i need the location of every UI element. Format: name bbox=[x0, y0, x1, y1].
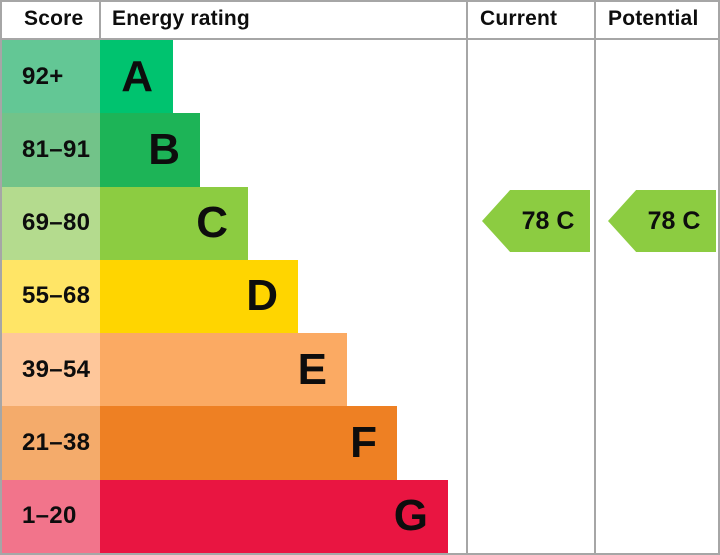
rating-bar-f: F bbox=[100, 406, 397, 480]
rating-bar-c: C bbox=[100, 186, 248, 260]
band-row-d: 55–68 D bbox=[2, 259, 718, 334]
score-range-g: 1–20 bbox=[2, 479, 100, 553]
rating-bands: 92+ A 81–91 B 69–80 C 55–68 D 39–54 E 21… bbox=[2, 40, 718, 553]
band-row-g: 1–20 G bbox=[2, 479, 718, 553]
column-header-score: Score bbox=[24, 7, 84, 30]
band-row-b: 81–91 B bbox=[2, 113, 718, 187]
rating-bar-b: B bbox=[100, 113, 200, 187]
band-row-e: 39–54 E bbox=[2, 333, 718, 407]
column-header-current: Current bbox=[480, 7, 558, 30]
rating-bar-e: E bbox=[100, 333, 347, 407]
divider-current-potential bbox=[594, 2, 596, 553]
band-row-c: 69–80 C bbox=[2, 186, 718, 260]
score-range-c: 69–80 bbox=[2, 186, 100, 260]
rating-bar-a: A bbox=[100, 40, 173, 114]
band-row-f: 21–38 F bbox=[2, 406, 718, 480]
column-header-energy-rating: Energy rating bbox=[112, 7, 250, 30]
rating-bar-g: G bbox=[100, 479, 448, 553]
divider-score-rating bbox=[99, 2, 101, 38]
table-header: Score Energy rating Current Potential bbox=[2, 2, 718, 40]
divider-rating-current bbox=[466, 2, 468, 553]
score-range-f: 21–38 bbox=[2, 406, 100, 480]
score-range-a: 92+ bbox=[2, 40, 100, 114]
score-range-e: 39–54 bbox=[2, 333, 100, 407]
score-range-b: 81–91 bbox=[2, 113, 100, 187]
column-header-potential: Potential bbox=[608, 7, 699, 30]
band-row-a: 92+ A bbox=[2, 40, 718, 114]
rating-bar-d: D bbox=[100, 259, 298, 334]
score-range-d: 55–68 bbox=[2, 259, 100, 334]
